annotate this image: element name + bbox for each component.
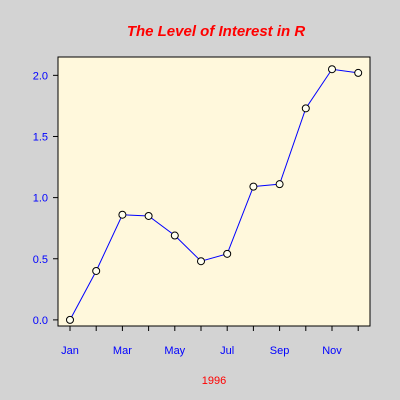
data-point [170,231,179,240]
x-tick-label: Sep [270,345,290,357]
data-point [249,182,258,191]
y-tick-label: 0.5 [33,254,48,266]
x-tick-label: Mar [113,345,132,357]
plot-area [57,56,371,327]
x-axis-label: 1996 [202,375,226,387]
x-tick-label: May [164,345,185,357]
y-tick-label: 2.0 [33,70,48,82]
data-points [66,65,363,324]
series-line [69,68,359,321]
chart-title: The Level of Interest in R [127,23,306,40]
y-tick-label: 1.5 [33,131,48,143]
y-tick-label: 1.0 [33,193,48,205]
x-axis: Jan Mar May Jul Sep Nov [61,326,359,357]
y-axis: 0.0 0.5 1.0 1.5 2.0 [33,70,58,327]
data-point [328,65,336,74]
y-tick-label: 0.0 [33,315,48,327]
data-point [354,68,363,77]
data-point [223,249,232,258]
data-point [66,315,74,324]
data-point [301,104,310,113]
x-tick-label: Jul [220,345,234,357]
data-point [144,211,153,220]
data-point [92,266,101,275]
data-point [275,180,284,189]
x-tick-label: Jan [61,345,79,357]
x-tick-label: Nov [322,345,342,357]
data-point [197,257,205,266]
data-point [118,210,127,219]
